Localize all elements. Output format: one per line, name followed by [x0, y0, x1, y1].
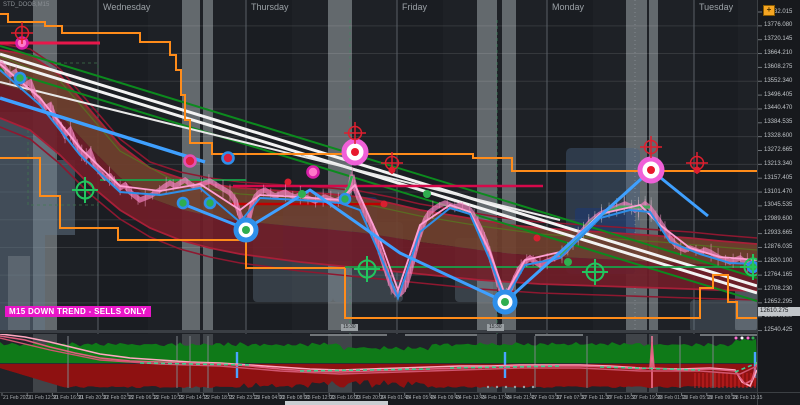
price-label: 12540.425 — [764, 327, 793, 334]
indicator-lines — [0, 334, 757, 388]
price-label: 13045.535 — [764, 202, 793, 209]
subwindow-separator[interactable] — [0, 330, 758, 333]
time-label: 24 Feb 17:45 — [481, 395, 511, 401]
price-label: 13776.080 — [764, 22, 793, 29]
time-label: 27 Feb 03:30 — [531, 395, 562, 401]
orange-step-channel[interactable] — [0, 13, 770, 319]
sell-crosshair-icon — [11, 22, 33, 44]
price-label: 12708.230 — [764, 285, 793, 292]
time-label: 23 Feb 20:00 — [355, 395, 385, 401]
time-label: 27 Feb 15:30 — [607, 395, 637, 401]
time-label: 28 Feb 01:15 — [657, 395, 687, 401]
price-label: 13384.535 — [764, 119, 793, 126]
time-label: 24 Feb 21:45 — [506, 395, 536, 401]
price-label: 13720.145 — [764, 36, 793, 43]
buy-crosshair-icon — [740, 254, 757, 280]
time-label: 22 Feb 10:15 — [154, 395, 184, 401]
price-label: 13440.470 — [764, 105, 793, 112]
price-label: 13157.405 — [764, 174, 793, 181]
price-axis-background — [758, 0, 800, 405]
price-label: 13272.665 — [764, 147, 793, 153]
blue-trendline[interactable] — [0, 96, 206, 164]
time-label: 24 Feb 05:45 — [405, 395, 436, 401]
signal-markers[interactable] — [11, 22, 766, 315]
time-label: 27 Feb 11:30 — [581, 395, 612, 401]
time-label: 28 Feb 05:15 — [682, 395, 713, 401]
plus-button[interactable]: + — [763, 5, 775, 16]
time-label: 23 Feb 16:00 — [330, 395, 360, 401]
price-label: 12764.165 — [764, 271, 793, 278]
time-label: 22 Feb 06:15 — [128, 395, 159, 401]
price-label: 13101.470 — [764, 188, 793, 195]
indicator-dots — [486, 336, 755, 389]
time-label: 23 Feb 08:00 — [279, 395, 310, 401]
time-axis-background — [0, 392, 800, 405]
blue-ma-line — [0, 69, 757, 303]
bottom-edge-bar — [285, 401, 388, 405]
day-separators — [97, 0, 695, 392]
time-label: 21 Feb 16:30 — [53, 395, 83, 401]
buy-crosshair-icon — [72, 177, 98, 203]
price-label: 13552.340 — [764, 77, 793, 84]
price-label: 12876.035 — [764, 243, 793, 250]
buy-crosshair-icon — [582, 259, 608, 285]
time-label: 21 Feb 20:30 — [78, 395, 108, 401]
current-price-tag: 12610.275 — [758, 307, 800, 316]
time-label: 22 Feb 02:15 — [103, 395, 134, 401]
time-label: 21 Feb 2023 — [3, 395, 32, 401]
time-label: 27 Feb 07:30 — [556, 395, 587, 401]
histogram — [0, 338, 757, 388]
time-label: 28 Feb 09:15 — [707, 395, 738, 401]
price-label: 12933.665 — [764, 230, 793, 237]
sell-crosshair-icon — [640, 136, 662, 158]
time-label: 23 Feb 04:00 — [254, 395, 285, 401]
time-label: 24 Feb 01:45 — [380, 395, 411, 401]
time-axis-ticks — [1, 393, 733, 396]
time-label: 21 Feb 12:30 — [28, 395, 58, 401]
price-label: 12652.295 — [764, 299, 793, 306]
price-label: 13664.210 — [764, 50, 793, 57]
price-label: 13608.275 — [764, 63, 793, 70]
trend-banner: M15 DOWN TREND - SELLS ONLY — [5, 306, 151, 317]
time-label: 28 Feb 13:15 — [732, 395, 763, 401]
time-label: 23 Feb 12:00 — [305, 395, 335, 401]
sell-crosshair-icon — [686, 152, 708, 174]
vline-time-tag: 15:30 — [487, 324, 504, 331]
time-label: 24 Feb 09:45 — [430, 395, 461, 401]
time-label: 24 Feb 13:45 — [456, 395, 486, 401]
sell-crosshair-icon — [344, 122, 366, 144]
white-trendline[interactable] — [0, 81, 561, 221]
price-label: 12820.100 — [764, 257, 793, 264]
symbol-label: STD_DOOB,M15 — [3, 2, 50, 8]
time-label: 22 Feb 14:15 — [179, 395, 209, 401]
price-label: 12989.600 — [764, 216, 793, 223]
price-label: 12596.360 — [764, 313, 793, 320]
sell-crosshair-icon — [381, 152, 403, 174]
time-label: 22 Feb 18:15 — [204, 395, 234, 401]
price-label: 13832.015 — [764, 8, 793, 15]
time-label: 22 Feb 23:15 — [229, 395, 259, 401]
price-axis-ticks — [758, 11, 762, 332]
price-label: 13213.340 — [764, 160, 793, 167]
price-label: 13496.405 — [764, 91, 793, 98]
buy-crosshair-icon — [354, 256, 380, 282]
price-label: 13328.600 — [764, 133, 793, 140]
time-label: 27 Feb 19:30 — [632, 395, 662, 401]
vline-time-tag: 15:30 — [341, 324, 358, 331]
